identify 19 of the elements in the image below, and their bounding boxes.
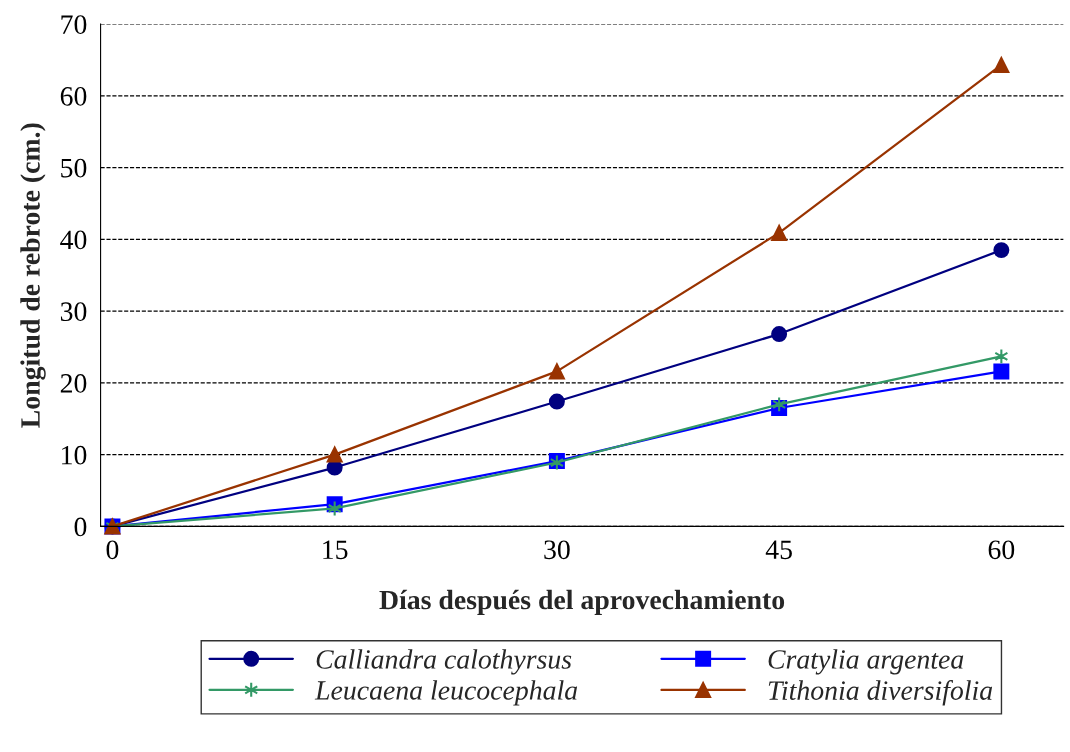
y-tick-label: 50 (61, 158, 87, 178)
x-axis-title: Días después del aprovechamiento (379, 589, 785, 615)
y-tick-label: 40 (60, 230, 87, 250)
y-axis-title: Longitud de rebrote (cm.) (20, 123, 46, 428)
legend-label: Calliandra calothyrsus (316, 649, 572, 675)
legend-label: Leucaena leucocephala (314, 680, 578, 706)
x-tick-label: 60 (988, 540, 1015, 560)
y-tick-label: 60 (60, 86, 87, 106)
y-tick-label: 0 (74, 517, 87, 537)
y-tick-label: 70 (61, 15, 87, 34)
x-tick-label: 45 (765, 540, 792, 560)
legend-label: Tithonia diversifolia (768, 680, 993, 706)
y-tick-label: 30 (60, 302, 87, 322)
y-tick-label: 10 (62, 445, 87, 465)
x-tick-label: 0 (106, 540, 119, 560)
x-tick-label: 15 (323, 540, 348, 560)
y-tick-label: 20 (60, 374, 87, 393)
legend-label: Cratylia argentea (768, 649, 964, 675)
x-tick-label: 30 (544, 540, 570, 560)
